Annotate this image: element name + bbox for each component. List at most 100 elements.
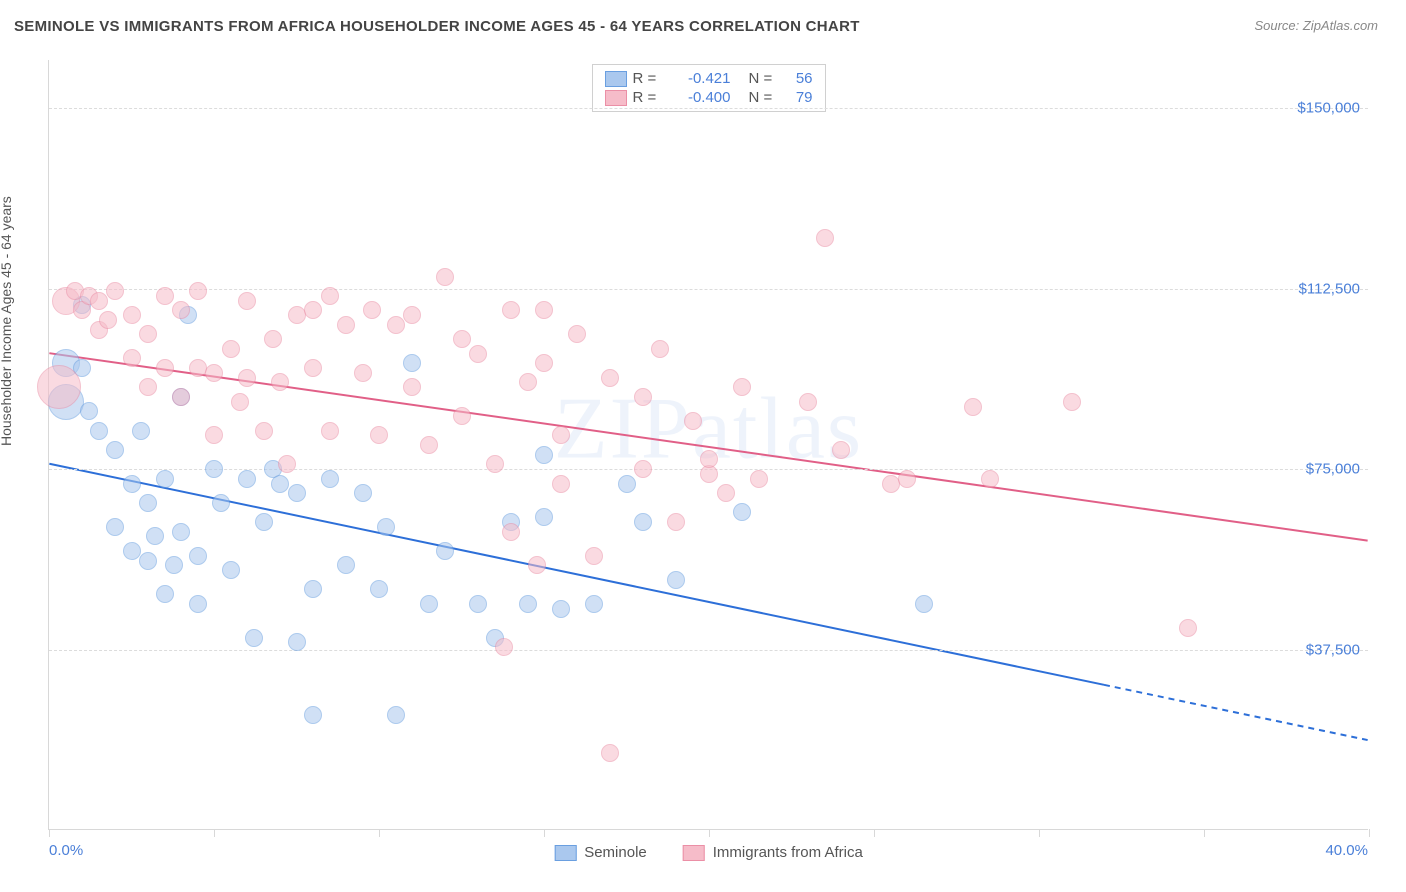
swatch-bottom-2 bbox=[683, 845, 705, 861]
data-point bbox=[271, 475, 289, 493]
data-point bbox=[651, 340, 669, 358]
data-point bbox=[552, 600, 570, 618]
data-point bbox=[436, 268, 454, 286]
y-tick-label: $112,500 bbox=[1299, 280, 1360, 297]
data-point bbox=[99, 311, 117, 329]
data-point bbox=[321, 470, 339, 488]
data-point bbox=[337, 556, 355, 574]
data-point bbox=[212, 494, 230, 512]
data-point bbox=[222, 340, 240, 358]
data-point bbox=[80, 402, 98, 420]
data-point bbox=[585, 547, 603, 565]
data-point bbox=[568, 325, 586, 343]
chart-plot-area: ZIPatlas R = -0.421 N = 56 R = -0.400 N … bbox=[48, 60, 1368, 830]
data-point bbox=[304, 359, 322, 377]
legend-row-series-1: R = -0.421 N = 56 bbox=[605, 69, 813, 88]
data-point bbox=[304, 706, 322, 724]
gridline bbox=[49, 289, 1368, 290]
data-point bbox=[535, 508, 553, 526]
series-legend: Seminole Immigrants from Africa bbox=[554, 844, 863, 861]
data-point bbox=[667, 571, 685, 589]
data-point bbox=[156, 585, 174, 603]
data-point bbox=[981, 470, 999, 488]
x-tick bbox=[709, 829, 710, 837]
data-point bbox=[552, 426, 570, 444]
correlation-legend: R = -0.421 N = 56 R = -0.400 N = 79 bbox=[592, 64, 826, 112]
gridline bbox=[49, 650, 1368, 651]
legend-item-1: Seminole bbox=[554, 844, 647, 861]
data-point bbox=[321, 287, 339, 305]
data-point bbox=[750, 470, 768, 488]
data-point bbox=[634, 460, 652, 478]
legend-n-label-1: N = bbox=[749, 70, 779, 87]
data-point bbox=[667, 513, 685, 531]
data-point bbox=[486, 455, 504, 473]
x-tick bbox=[49, 829, 50, 837]
data-point bbox=[519, 373, 537, 391]
data-point bbox=[387, 706, 405, 724]
data-point bbox=[288, 633, 306, 651]
data-point bbox=[964, 398, 982, 416]
data-point bbox=[189, 359, 207, 377]
data-point bbox=[37, 365, 81, 409]
data-point bbox=[469, 345, 487, 363]
legend-r-value-1: -0.421 bbox=[671, 70, 731, 87]
data-point bbox=[387, 316, 405, 334]
data-point bbox=[717, 484, 735, 502]
data-point bbox=[165, 556, 183, 574]
x-tick bbox=[214, 829, 215, 837]
data-point bbox=[106, 441, 124, 459]
legend-row-series-2: R = -0.400 N = 79 bbox=[605, 88, 813, 107]
data-point bbox=[172, 388, 190, 406]
data-point bbox=[238, 470, 256, 488]
data-point bbox=[278, 455, 296, 473]
data-point bbox=[453, 330, 471, 348]
data-point bbox=[288, 484, 306, 502]
data-point bbox=[882, 475, 900, 493]
source-text: Source: ZipAtlas.com bbox=[1254, 18, 1378, 33]
data-point bbox=[172, 301, 190, 319]
data-point bbox=[354, 364, 372, 382]
data-point bbox=[189, 547, 207, 565]
data-point bbox=[90, 292, 108, 310]
data-point bbox=[436, 542, 454, 560]
data-point bbox=[139, 552, 157, 570]
data-point bbox=[156, 470, 174, 488]
data-point bbox=[601, 369, 619, 387]
data-point bbox=[189, 282, 207, 300]
data-point bbox=[123, 542, 141, 560]
data-point bbox=[255, 513, 273, 531]
data-point bbox=[370, 580, 388, 598]
data-point bbox=[189, 595, 207, 613]
data-point bbox=[733, 378, 751, 396]
data-point bbox=[420, 595, 438, 613]
data-point bbox=[1063, 393, 1081, 411]
data-point bbox=[90, 422, 108, 440]
y-tick-label: $37,500 bbox=[1306, 641, 1360, 658]
data-point bbox=[255, 422, 273, 440]
gridline bbox=[49, 108, 1368, 109]
data-point bbox=[535, 354, 553, 372]
x-tick bbox=[1204, 829, 1205, 837]
data-point bbox=[156, 359, 174, 377]
data-point bbox=[502, 523, 520, 541]
data-point bbox=[139, 494, 157, 512]
data-point bbox=[321, 422, 339, 440]
data-point bbox=[231, 393, 249, 411]
swatch-bottom-1 bbox=[554, 845, 576, 861]
data-point bbox=[106, 518, 124, 536]
x-tick bbox=[1369, 829, 1370, 837]
data-point bbox=[264, 330, 282, 348]
data-point bbox=[832, 441, 850, 459]
chart-title: SEMINOLE VS IMMIGRANTS FROM AFRICA HOUSE… bbox=[14, 18, 860, 35]
data-point bbox=[403, 306, 421, 324]
y-tick-label: $150,000 bbox=[1297, 100, 1360, 117]
legend-n-value-1: 56 bbox=[785, 70, 813, 87]
legend-label-1: Seminole bbox=[584, 844, 647, 861]
x-axis-start-label: 0.0% bbox=[49, 842, 83, 859]
legend-r-value-2: -0.400 bbox=[671, 89, 731, 106]
data-point bbox=[469, 595, 487, 613]
legend-r-label-1: R = bbox=[633, 70, 665, 87]
data-point bbox=[799, 393, 817, 411]
x-tick bbox=[379, 829, 380, 837]
